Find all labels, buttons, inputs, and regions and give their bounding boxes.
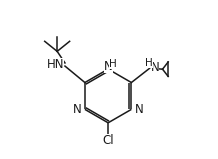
Text: H: H <box>145 58 153 68</box>
Text: N: N <box>135 103 143 116</box>
Text: N: N <box>73 103 82 116</box>
Text: N: N <box>151 61 159 74</box>
Text: HN: HN <box>47 58 64 71</box>
Text: N: N <box>104 60 112 73</box>
Text: H: H <box>109 59 117 69</box>
Text: Cl: Cl <box>102 134 114 147</box>
